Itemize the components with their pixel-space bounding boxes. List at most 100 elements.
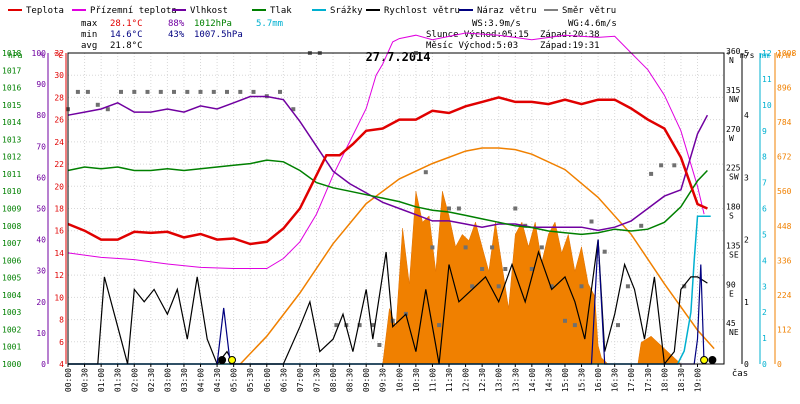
axis-hpa-tick: 1005 — [2, 274, 21, 283]
axis-dir-compass: W — [729, 134, 734, 143]
stat-min-press: 1007.5hPa — [194, 30, 243, 40]
legend-label: Náraz větru — [477, 6, 537, 16]
wind-dir-point — [145, 89, 150, 94]
wind-dir-point — [430, 245, 435, 250]
wind-dir-point — [198, 89, 203, 94]
time-axis-label: čas — [732, 368, 748, 379]
axis-pct-tick: 10 — [36, 329, 46, 338]
wind-dir-point — [185, 89, 190, 94]
wind-dir-point — [278, 89, 282, 94]
axis-hpa-tick: 1015 — [2, 101, 21, 110]
axis-dir-compass: N — [729, 56, 734, 65]
x-tick-label: 09:30 — [379, 368, 388, 392]
axis-pct-tick: 20 — [36, 298, 46, 307]
axis-temp-tick: 10 — [54, 293, 64, 302]
wind-dir-point — [423, 170, 428, 175]
stat-max-label: max — [81, 19, 98, 29]
stat-avg-label: avg — [81, 41, 97, 51]
axis-temp-tick: 26 — [54, 116, 64, 125]
axis-pct-tick: 90 — [36, 80, 46, 89]
axis-wm2-tick: 1008 — [777, 49, 796, 58]
axis-dir-tick: 45 — [726, 319, 736, 328]
stat-max-temp: 28.1°C — [110, 19, 143, 29]
x-tick-label: 10:00 — [395, 368, 404, 392]
legend-label: Rychlost větru — [384, 6, 460, 16]
stat-min-temp: 14.6°C — [110, 30, 143, 40]
axis-hpa-tick: 1003 — [2, 308, 21, 317]
legend-label: Tlak — [270, 6, 292, 16]
axis-dir-compass: SW — [729, 173, 739, 182]
x-tick-label: 10:30 — [412, 368, 421, 392]
wind-dir-point — [291, 107, 296, 112]
axis-temp-unit: °C — [53, 51, 63, 60]
axis-mm-tick: 7 — [762, 179, 767, 188]
stat-min-label: min — [81, 30, 97, 40]
x-tick-label: 11:00 — [428, 368, 437, 392]
x-tick-label: 04:30 — [213, 368, 222, 392]
wind-dir-point — [513, 206, 518, 211]
axis-mm-tick: 5 — [762, 230, 767, 239]
axis-wm2-tick: 896 — [777, 84, 792, 93]
wind-dir-point — [480, 267, 485, 271]
axis-temp-tick: 18 — [54, 205, 64, 214]
wind-dir-point — [659, 163, 664, 168]
axis-ms-tick: 5 — [744, 49, 749, 58]
axis-ms-tick: 4 — [744, 111, 749, 120]
axis-ms-tick: 0 — [744, 360, 749, 369]
stat-min-hum: 43% — [168, 30, 185, 40]
axis-wm2-tick: 224 — [777, 291, 792, 300]
wind-dir-point — [132, 89, 137, 94]
axis-temp-tick: 24 — [54, 138, 64, 147]
stat-max-hum: 88% — [168, 19, 185, 29]
wind-dir-point — [75, 89, 80, 94]
axis-pct-tick: 30 — [36, 267, 46, 276]
axis-temp-tick: 6 — [59, 338, 64, 347]
stat-avg-temp: 21.8°C — [110, 41, 143, 51]
axis-hpa-tick: 1012 — [2, 153, 21, 162]
axis-hpa-tick: 1017 — [2, 66, 21, 75]
wind-dir-point — [672, 163, 677, 168]
chart-title: 27.7.2014 — [365, 50, 430, 64]
wind-dir-point — [589, 219, 594, 224]
wind-dir-point — [85, 89, 90, 94]
axis-dir-tick: 135 — [726, 241, 741, 250]
x-tick-label: 01:00 — [97, 368, 106, 392]
x-tick-label: 04:00 — [197, 368, 206, 392]
axis-dir-tick: 315 — [726, 86, 741, 95]
wind-dir-point — [357, 323, 362, 328]
x-tick-label: 07:00 — [296, 368, 305, 392]
event-sunrise-marker — [218, 356, 227, 364]
axis-mm-tick: 0 — [762, 360, 767, 369]
x-tick-label: 03:00 — [163, 368, 172, 392]
axis-dir-compass: SE — [729, 250, 739, 259]
legend-label: Směr větru — [562, 6, 616, 16]
x-tick-label: 11:30 — [445, 368, 454, 392]
wind-dir-point — [95, 102, 100, 107]
axis-wm2-tick: 672 — [777, 153, 792, 162]
x-tick-label: 15:30 — [578, 368, 587, 392]
axis-pct-tick: 80 — [36, 111, 46, 120]
wind-dir-point — [616, 323, 620, 328]
axis-pct-unit: % — [40, 51, 45, 60]
stat-moon: Měsíc Východ:5:03 — [426, 41, 518, 51]
x-tick-label: 16:30 — [611, 368, 620, 392]
x-tick-label: 15:00 — [561, 368, 570, 392]
x-tick-label: 13:30 — [511, 368, 520, 392]
series-temperature — [67, 96, 708, 246]
axis-hpa-tick: 1007 — [2, 239, 21, 248]
wind-dir-point — [602, 249, 607, 254]
wind-dir-point — [238, 89, 243, 94]
series-wind-speed — [68, 239, 708, 366]
axis-dir-compass: E — [729, 289, 734, 298]
axis-hpa-tick: 1000 — [2, 360, 21, 369]
axis-hpa-tick: 1018 — [2, 49, 21, 58]
axis-mm-tick: 2 — [762, 308, 767, 317]
x-tick-label: 14:30 — [544, 368, 553, 392]
axis-hpa-unit: hPa — [8, 51, 23, 60]
axis-pct-tick: 40 — [36, 236, 46, 245]
axis-hpa-tick: 1001 — [2, 343, 21, 352]
x-tick-label: 00:00 — [64, 368, 73, 392]
legend-label: Vlhkost — [190, 6, 228, 16]
axis-hpa-tick: 1009 — [2, 205, 21, 214]
